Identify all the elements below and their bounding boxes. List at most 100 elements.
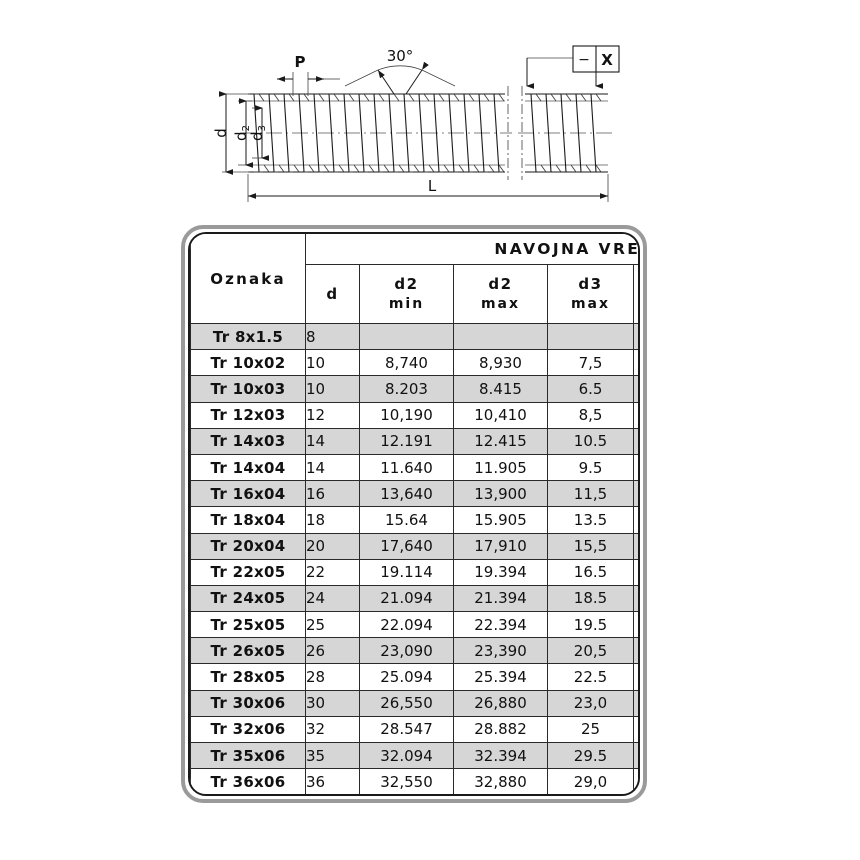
cell-d2-min: 22.094 (359, 611, 454, 639)
cell-d: 8 (305, 322, 360, 351)
cell-d3-max: 32,0 (548, 795, 634, 796)
break-line (507, 86, 523, 180)
cell-d2-min: 19.114 (359, 558, 454, 586)
cell-oznaka: Tr 12x03 (190, 401, 306, 429)
column-header-d-label: d (326, 284, 339, 303)
cell-d3-max: 29,0 (547, 768, 634, 794)
cell-d3-max: 16.5 (547, 558, 634, 586)
cell-oznaka: Tr 40x07 (191, 795, 306, 796)
spec-table-frame: Oznaka NAVOJNA VRETENA d d2 min d2 max (181, 225, 647, 803)
cell-d: 14 (305, 427, 360, 455)
cell-d: 10 (305, 349, 360, 377)
cell-d2-min (359, 322, 454, 351)
cell-d: 16 (305, 480, 360, 508)
cell-p: 4 (633, 480, 638, 508)
threaded-spindle-table: Oznaka NAVOJNA VRETENA d d2 min d2 max (190, 234, 641, 796)
cell-oznaka: Tr 25x05 (190, 611, 306, 639)
cell-p: 4 (633, 453, 638, 482)
cell-d2-max: 22.394 (453, 611, 548, 639)
column-header-p-label: P (634, 284, 638, 304)
cell-d2-max: 15.905 (453, 506, 548, 534)
cell-p: 6 (633, 689, 638, 717)
cell-d2-min: 26,550 (359, 689, 454, 717)
cell-p: 5 (633, 637, 638, 665)
rod-segment-right (518, 93, 612, 173)
label-outer-diameter: d (212, 128, 230, 138)
cell-d2-max: 26,880 (453, 689, 548, 717)
column-header-d3max-label: d3 (578, 275, 603, 294)
cell-oznaka: Tr 30x06 (190, 689, 306, 717)
cell-p: 6 (633, 715, 638, 744)
cell-d2-min: 10,190 (359, 401, 454, 429)
cell-d: 25 (305, 611, 360, 639)
cell-p: 6 (633, 768, 638, 794)
cell-p: 5 (633, 611, 638, 639)
cell-d3-max: 6.5 (547, 375, 634, 403)
cell-d2-max: 8.415 (453, 375, 548, 403)
column-header-d2max: d2 max (453, 264, 548, 324)
cell-p: 5 (633, 584, 638, 613)
cell-d3-max: 29.5 (547, 741, 634, 770)
table-title: NAVOJNA VRETENA (304, 234, 638, 265)
cell-d2-min: 28.547 (359, 715, 454, 744)
cell-d: 20 (305, 532, 360, 560)
cell-d: 40 (306, 795, 360, 796)
column-header-d2min-sub: min (388, 295, 425, 312)
cell-d2-max: 23,390 (453, 637, 548, 665)
cell-d2-max: 8,930 (453, 349, 548, 377)
pitch-dimension (277, 72, 340, 96)
cell-p: 2 (633, 322, 638, 351)
column-header-d2max-sub: max (480, 295, 521, 312)
cell-p: 2 (633, 349, 638, 377)
cell-oznaka: Tr 18x04 (190, 506, 306, 534)
cell-d3-max: 19.5 (547, 611, 634, 639)
table-row: Tr 8x1.58 2 (190, 322, 638, 351)
cell-d2-max: 11.905 (453, 453, 548, 482)
cell-d3-max: 8,5 (547, 401, 634, 429)
column-header-d3max: d3 max (547, 264, 634, 324)
cell-p: 4 (633, 532, 638, 560)
cell-d: 28 (305, 663, 360, 691)
cell-d2-max: 21.394 (453, 584, 548, 613)
cell-d2-max: 17,910 (453, 532, 548, 560)
column-header-p: P (633, 264, 638, 324)
cell-d2-max: 28.882 (453, 715, 548, 744)
cell-oznaka: Tr 14x04 (190, 453, 306, 482)
cell-oznaka: Tr 35x06 (190, 741, 306, 770)
cell-d3-max: 18.5 (547, 584, 634, 613)
cell-d2-min: 15.64 (359, 506, 454, 534)
cell-oznaka: Tr 8x1.5 (190, 322, 306, 351)
cell-d3-max: 11,5 (547, 480, 634, 508)
cell-d3-max: 25 (547, 715, 634, 744)
cell-d: 30 (305, 689, 360, 717)
cell-d: 26 (305, 637, 360, 665)
column-header-d2max-label: d2 (488, 275, 513, 294)
cell-p: 7 (634, 795, 641, 796)
cell-d3-max: 10.5 (547, 427, 634, 455)
cell-p: 3 (633, 401, 638, 429)
label-pitch: P (295, 53, 306, 71)
label-length: L (428, 177, 437, 195)
cell-p: 5 (633, 663, 638, 691)
cell-d2-max (453, 322, 548, 351)
cell-d2-max: 36,380 (454, 795, 548, 796)
cell-d2-min: 8,740 (359, 349, 454, 377)
cell-d2-min: 32,550 (359, 768, 454, 794)
cell-oznaka: Tr 24x05 (190, 584, 306, 613)
cell-oznaka: Tr 16x04 (190, 480, 306, 508)
label-detail-x: X (601, 51, 613, 69)
cell-d2-max: 32.394 (453, 741, 548, 770)
column-header-d: d (305, 264, 360, 324)
label-detail-dash: − (578, 52, 590, 68)
cell-d3-max: 7,5 (547, 349, 634, 377)
cell-d3-max: 22.5 (547, 663, 634, 691)
